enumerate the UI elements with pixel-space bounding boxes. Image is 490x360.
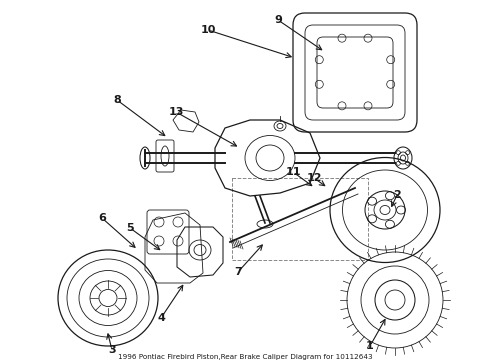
Text: 9: 9 — [274, 15, 282, 25]
Text: 2: 2 — [393, 190, 401, 200]
Text: 1: 1 — [366, 341, 374, 351]
Text: 4: 4 — [157, 313, 165, 323]
Text: 5: 5 — [126, 223, 134, 233]
Text: 13: 13 — [168, 107, 184, 117]
Text: 6: 6 — [98, 213, 106, 223]
Text: 1996 Pontiac Firebird Piston,Rear Brake Caliper Diagram for 10112643: 1996 Pontiac Firebird Piston,Rear Brake … — [118, 354, 372, 360]
Text: 10: 10 — [200, 25, 216, 35]
Text: 7: 7 — [234, 267, 242, 277]
Text: 11: 11 — [285, 167, 301, 177]
Text: 12: 12 — [306, 173, 322, 183]
Text: 3: 3 — [108, 345, 116, 355]
Text: 8: 8 — [113, 95, 121, 105]
